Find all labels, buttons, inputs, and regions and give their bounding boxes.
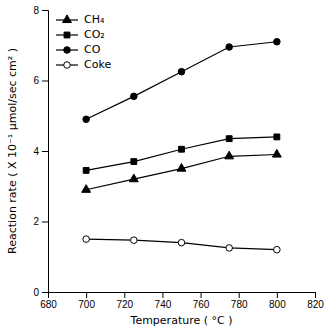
legend-item: CO xyxy=(56,43,101,56)
y-tick-label: 8 xyxy=(33,5,39,16)
y-axis-title: Reaction rate ( X 10⁻¹ μmol/sec cm² ) xyxy=(6,48,19,254)
series-marker xyxy=(274,246,281,253)
y-tick: 6 xyxy=(33,75,48,86)
plot-area: 680 700 720 740 760 780 800 820 0 2 4 6 8 CH₄ CO₂ CO Cok… xyxy=(33,5,324,310)
series xyxy=(83,134,280,173)
series-marker xyxy=(226,136,232,142)
x-tick-mark xyxy=(86,292,87,298)
series-marker xyxy=(226,245,233,252)
y-tick-mark xyxy=(42,151,48,152)
legend-item: CH₄ xyxy=(56,13,105,26)
x-tick-label: 720 xyxy=(116,299,133,310)
y-tick-mark xyxy=(42,10,48,11)
x-tick-mark xyxy=(239,292,240,298)
x-tick-label: 700 xyxy=(78,299,95,310)
series-line xyxy=(86,155,277,190)
series-line xyxy=(86,42,277,120)
series-marker xyxy=(82,185,91,193)
x-tick-label: 760 xyxy=(193,299,210,310)
x-tick-label: 680 xyxy=(40,299,57,310)
legend-marker xyxy=(63,15,72,23)
legend-marker xyxy=(64,47,71,54)
y-tick-mark xyxy=(42,81,48,82)
y-tick: 0 xyxy=(33,287,48,298)
legend-item: Coke xyxy=(56,58,111,71)
x-tick-mark xyxy=(162,292,163,298)
series-marker xyxy=(177,164,186,172)
legend-marker xyxy=(64,32,70,38)
series-marker xyxy=(83,167,89,173)
legend: CH₄ CO₂ CO Coke xyxy=(56,13,111,71)
series-group xyxy=(82,38,282,253)
x-tick: 820 xyxy=(307,292,324,310)
series-marker xyxy=(83,236,90,243)
x-tick-mark xyxy=(315,292,316,298)
x-tick-mark xyxy=(277,292,278,298)
x-tick-label: 780 xyxy=(231,299,248,310)
y-tick-mark xyxy=(42,222,48,223)
series-line xyxy=(86,137,277,170)
legend-label: CH₄ xyxy=(84,13,105,26)
legend-label: Coke xyxy=(84,58,111,71)
series-marker xyxy=(178,239,185,246)
x-tick: 700 xyxy=(78,292,95,310)
x-tick: 800 xyxy=(269,292,286,310)
series-marker xyxy=(274,38,281,45)
series-line xyxy=(86,239,277,250)
legend-item: CO₂ xyxy=(56,28,105,41)
y-tick: 2 xyxy=(33,216,48,227)
x-axis: 680 700 720 740 760 780 800 820 xyxy=(40,292,324,310)
series xyxy=(82,149,282,192)
y-tick: 8 xyxy=(33,5,48,16)
series-marker xyxy=(131,159,137,165)
series xyxy=(83,236,280,253)
legend-label: CO xyxy=(84,43,101,56)
x-tick-label: 820 xyxy=(307,299,324,310)
x-tick: 720 xyxy=(116,292,133,310)
series-marker xyxy=(129,174,138,182)
y-tick-label: 6 xyxy=(33,75,39,86)
y-tick-label: 0 xyxy=(33,287,39,298)
series-marker xyxy=(131,93,138,100)
x-tick: 760 xyxy=(193,292,210,310)
x-axis-title: Temperature ( °C ) xyxy=(130,314,233,327)
x-tick: 780 xyxy=(231,292,248,310)
x-tick: 740 xyxy=(155,292,172,310)
series xyxy=(83,38,280,122)
y-tick-mark xyxy=(42,292,48,293)
y-axis: 0 2 4 6 8 xyxy=(33,5,48,298)
series-marker xyxy=(178,68,185,75)
legend-marker xyxy=(64,62,71,69)
series-marker xyxy=(225,151,234,159)
series-marker xyxy=(274,134,280,140)
y-axis-line xyxy=(42,11,49,293)
y-tick-label: 2 xyxy=(33,216,39,227)
legend-label: CO₂ xyxy=(84,28,105,41)
x-tick-label: 740 xyxy=(155,299,172,310)
series-marker xyxy=(179,146,185,152)
x-tick-mark xyxy=(124,292,125,298)
y-tick: 4 xyxy=(33,146,48,157)
series-marker xyxy=(131,237,138,244)
series-marker xyxy=(226,44,233,51)
series-marker xyxy=(272,149,281,157)
x-axis-line xyxy=(49,293,316,299)
chart: 680 700 720 740 760 780 800 820 0 2 4 6 8 CH₄ CO₂ CO Cok… xyxy=(0,0,331,332)
x-tick-label: 800 xyxy=(269,299,286,310)
x-tick: 680 xyxy=(40,292,57,310)
x-tick-mark xyxy=(201,292,202,298)
y-tick-label: 4 xyxy=(33,146,39,157)
series-marker xyxy=(83,116,90,123)
